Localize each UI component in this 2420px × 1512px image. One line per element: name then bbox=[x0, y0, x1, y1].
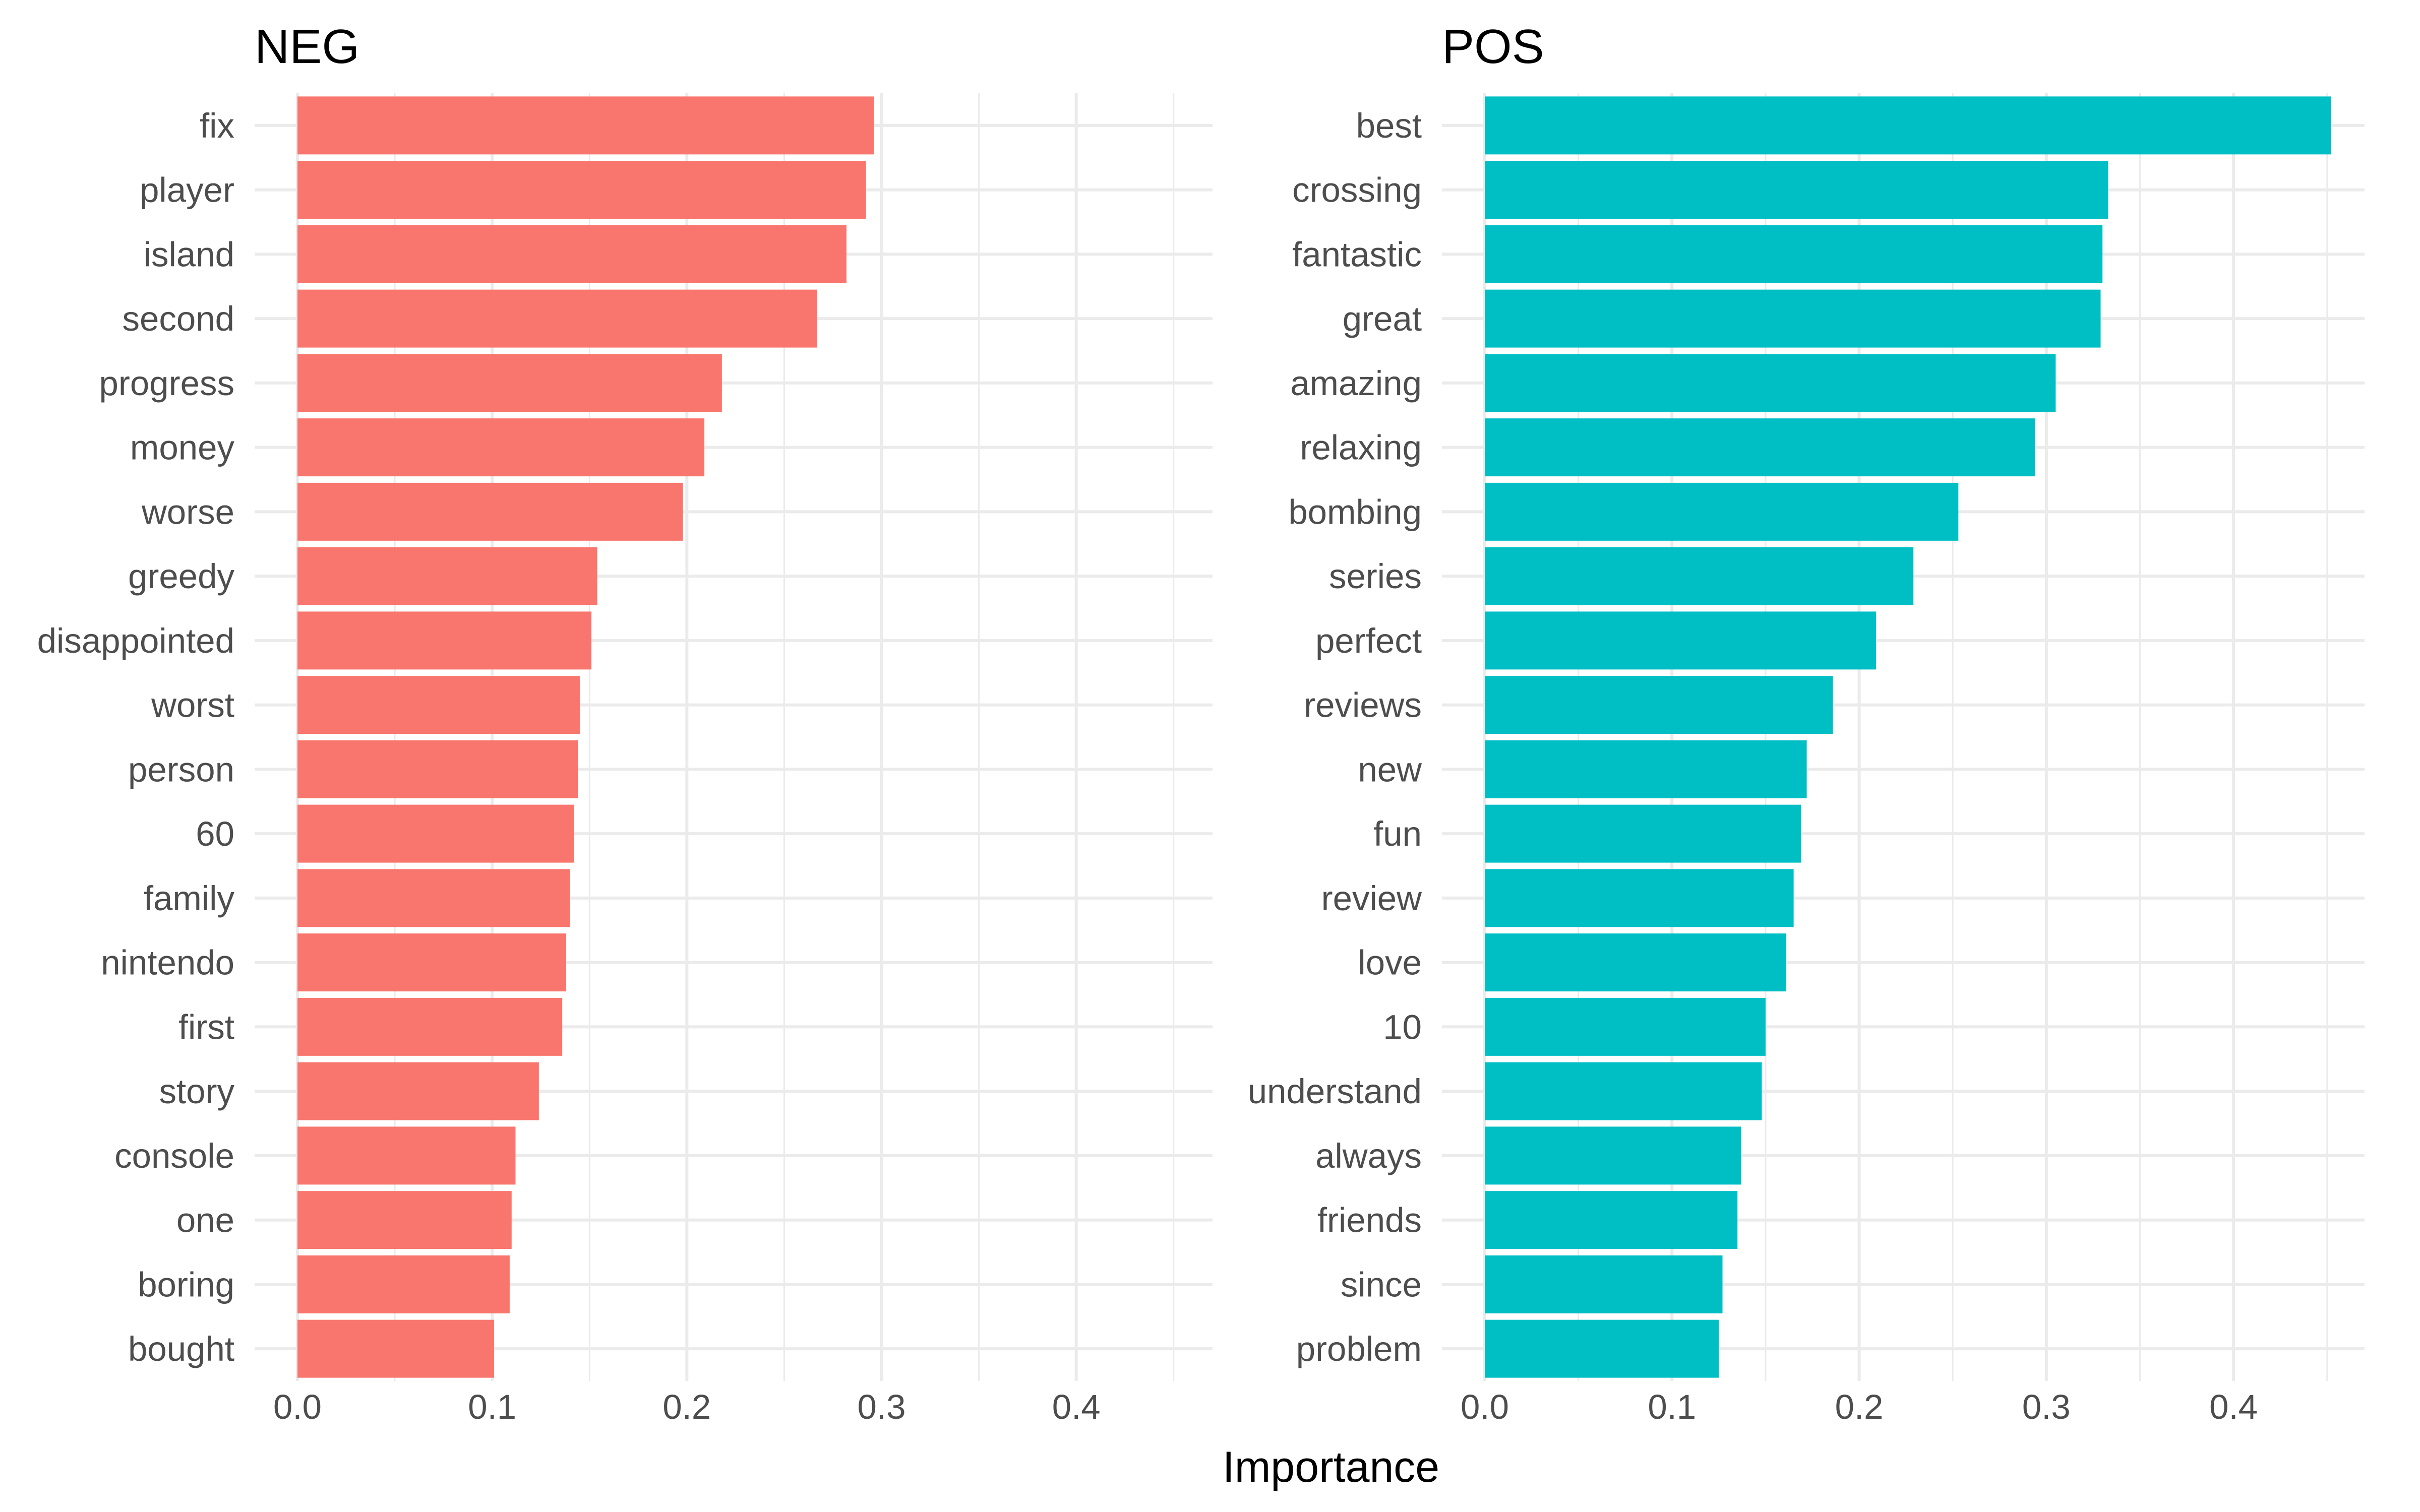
pos-category-label: crossing bbox=[1292, 171, 1422, 210]
pos-bar-reviews bbox=[1485, 676, 1833, 734]
neg-bar-boring bbox=[297, 1255, 510, 1313]
pos-category-label: since bbox=[1341, 1265, 1422, 1304]
pos-category-label: review bbox=[1321, 879, 1422, 918]
neg-bar-nintendo bbox=[297, 933, 566, 992]
neg-bar-bought bbox=[297, 1319, 495, 1378]
neg-x-tick-label: 0.4 bbox=[1052, 1388, 1101, 1426]
neg-category-label: disappointed bbox=[37, 621, 234, 660]
neg-category-label: greedy bbox=[128, 557, 234, 596]
neg-category-label: nintendo bbox=[101, 943, 234, 982]
neg-bar-family bbox=[297, 869, 570, 927]
neg-category-label: boring bbox=[138, 1265, 234, 1304]
neg-x-tick-label: 0.1 bbox=[468, 1388, 516, 1426]
pos-x-tick-label: 0.4 bbox=[2209, 1388, 2258, 1426]
pos-x-tick-label: 0.0 bbox=[1461, 1388, 1509, 1426]
neg-bar-second bbox=[297, 289, 818, 348]
pos-bar-new bbox=[1485, 740, 1807, 798]
neg-category-label: console bbox=[114, 1137, 234, 1175]
neg-bar-progress bbox=[297, 354, 722, 412]
neg-x-tick-label: 0.2 bbox=[662, 1388, 711, 1426]
pos-panel: POS best crossing fantastic great amazing rel… bbox=[1248, 20, 2365, 1426]
pos-category-label: amazing bbox=[1290, 364, 1422, 403]
pos-category-label: relaxing bbox=[1300, 428, 1422, 467]
neg-bar-worst bbox=[297, 676, 580, 734]
pos-category-label: great bbox=[1343, 299, 1422, 338]
pos-bar-always bbox=[1485, 1126, 1741, 1185]
pos-category-label: problem bbox=[1296, 1330, 1422, 1368]
pos-bar-fun bbox=[1485, 804, 1801, 863]
pos-bar-series bbox=[1485, 547, 1914, 605]
pos-category-label: friends bbox=[1317, 1201, 1422, 1240]
neg-x-tick-label: 0.0 bbox=[273, 1388, 322, 1426]
neg-bar-one bbox=[297, 1191, 512, 1249]
neg-x-tick-label: 0.3 bbox=[858, 1388, 906, 1426]
pos-category-label: always bbox=[1315, 1137, 1422, 1175]
neg-bar-island bbox=[297, 225, 846, 283]
neg-bar-story bbox=[297, 1062, 539, 1120]
pos-category-label: series bbox=[1329, 557, 1422, 596]
neg-category-label: island bbox=[144, 235, 234, 274]
neg-bar-worse bbox=[297, 482, 683, 541]
pos-bar-crossing bbox=[1485, 161, 2108, 219]
pos-category-label: 10 bbox=[1383, 1007, 1422, 1046]
neg-bar-player bbox=[297, 161, 866, 219]
neg-bar-console bbox=[297, 1126, 516, 1185]
pos-bar-perfect bbox=[1485, 611, 1876, 670]
pos-bar-friends bbox=[1485, 1191, 1738, 1249]
neg-bar-first bbox=[297, 997, 563, 1056]
pos-bar-since bbox=[1485, 1255, 1723, 1313]
pos-panel-title: POS bbox=[1442, 20, 1544, 74]
pos-category-label: perfect bbox=[1315, 621, 1422, 660]
neg-category-label: story bbox=[159, 1072, 234, 1111]
pos-category-label: new bbox=[1358, 750, 1422, 789]
pos-category-label: fun bbox=[1373, 814, 1422, 853]
pos-bar-review bbox=[1485, 869, 1794, 927]
pos-bar-great bbox=[1485, 289, 2101, 348]
pos-bar-problem bbox=[1485, 1319, 1719, 1378]
neg-category-label: player bbox=[140, 171, 234, 210]
neg-category-label: one bbox=[176, 1201, 234, 1240]
neg-category-label: worse bbox=[141, 492, 234, 531]
neg-category-label: first bbox=[178, 1007, 234, 1046]
neg-category-label: 60 bbox=[196, 814, 234, 853]
pos-x-tick-label: 0.1 bbox=[1648, 1388, 1696, 1426]
neg-bar-person bbox=[297, 740, 578, 798]
pos-category-label: understand bbox=[1248, 1072, 1422, 1111]
neg-bar-fix bbox=[297, 96, 874, 155]
x-axis-title: Importance bbox=[1223, 1443, 1439, 1491]
pos-category-label: best bbox=[1356, 106, 1422, 145]
pos-bar-bombing bbox=[1485, 482, 1959, 541]
neg-bar-disappointed bbox=[297, 611, 592, 670]
pos-x-tick-label: 0.2 bbox=[1835, 1388, 1884, 1426]
neg-category-label: family bbox=[144, 879, 235, 918]
neg-panel: NEG fix player island second progress money wo… bbox=[37, 20, 1213, 1426]
neg-category-label: bought bbox=[128, 1330, 234, 1368]
neg-category-label: person bbox=[128, 750, 234, 789]
neg-category-label: second bbox=[123, 299, 235, 338]
neg-bar-money bbox=[297, 418, 705, 477]
neg-bar-greedy bbox=[297, 547, 597, 605]
pos-bar-love bbox=[1485, 933, 1786, 992]
pos-bar-10 bbox=[1485, 997, 1766, 1056]
neg-category-label: money bbox=[130, 428, 235, 467]
pos-category-label: bombing bbox=[1288, 492, 1422, 531]
neg-bar-60 bbox=[297, 804, 574, 863]
neg-panel-title: NEG bbox=[255, 20, 359, 74]
pos-bar-best bbox=[1485, 96, 2331, 155]
neg-category-label: fix bbox=[200, 106, 234, 145]
pos-bar-amazing bbox=[1485, 354, 2056, 412]
pos-bar-fantastic bbox=[1485, 225, 2103, 283]
pos-x-tick-label: 0.3 bbox=[2022, 1388, 2071, 1426]
neg-category-label: progress bbox=[99, 364, 234, 403]
pos-category-label: fantastic bbox=[1292, 235, 1422, 274]
neg-category-label: worst bbox=[151, 686, 234, 725]
pos-category-label: love bbox=[1358, 943, 1422, 982]
pos-bar-relaxing bbox=[1485, 418, 2035, 477]
pos-bar-understand bbox=[1485, 1062, 1762, 1120]
pos-category-label: reviews bbox=[1304, 686, 1422, 725]
